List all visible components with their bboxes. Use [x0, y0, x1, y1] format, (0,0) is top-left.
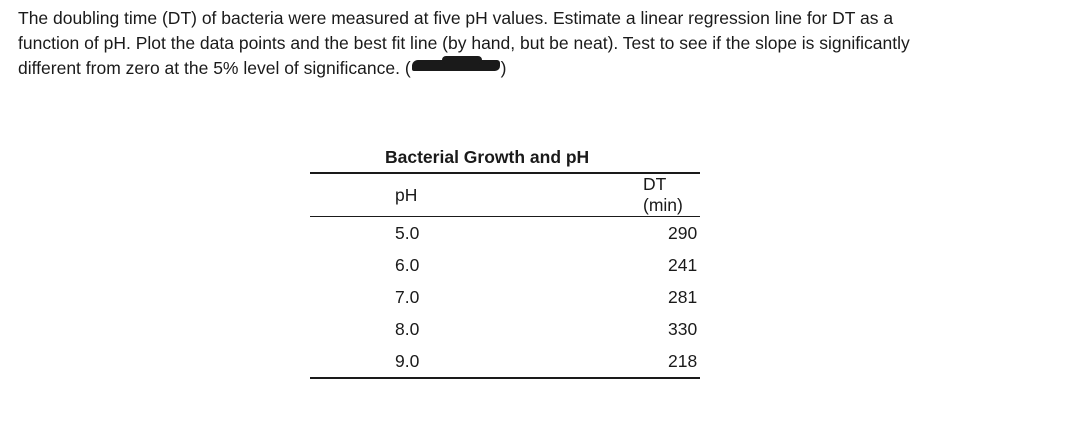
header-dt: DT (min)	[643, 174, 683, 215]
cell-dt: 290	[668, 222, 698, 243]
table-row: 9.0 218	[310, 345, 700, 378]
cell-ph: 5.0	[395, 222, 420, 243]
cell-dt: 218	[668, 350, 698, 371]
cell-dt: 330	[668, 318, 698, 339]
cell-ph: 7.0	[395, 286, 420, 307]
question-line-2: function of pH. Plot the data points and…	[18, 33, 910, 53]
cell-dt: 241	[668, 254, 698, 275]
table-row: 6.0 241	[310, 249, 700, 281]
table-row: 8.0 330	[310, 313, 700, 345]
question-line-3-text: different from zero at the 5% level of s…	[18, 58, 411, 78]
redaction-mark	[411, 56, 500, 71]
question-line-3: different from zero at the 5% level of s…	[18, 56, 1078, 81]
cell-dt: 281	[668, 286, 698, 307]
question-text: The doubling time (DT) of bacteria were …	[18, 6, 1078, 81]
table-title: Bacterial Growth and pH	[385, 147, 590, 167]
data-table: pH DT (min) 5.0 290 6.0 241 7.0 281 8.0 …	[310, 172, 700, 379]
header-ph: pH	[395, 184, 418, 205]
table-row: 7.0 281	[310, 281, 700, 313]
question-line-3-close: )	[500, 58, 507, 78]
table-row: 5.0 290	[310, 217, 700, 250]
table-header-row: pH DT (min)	[310, 173, 700, 217]
question-line-1: The doubling time (DT) of bacteria were …	[18, 8, 894, 28]
cell-ph: 8.0	[395, 318, 420, 339]
data-table-container: Bacterial Growth and pH pH DT (min) 5.0 …	[310, 142, 700, 379]
cell-ph: 6.0	[395, 254, 420, 275]
cell-ph: 9.0	[395, 350, 420, 371]
